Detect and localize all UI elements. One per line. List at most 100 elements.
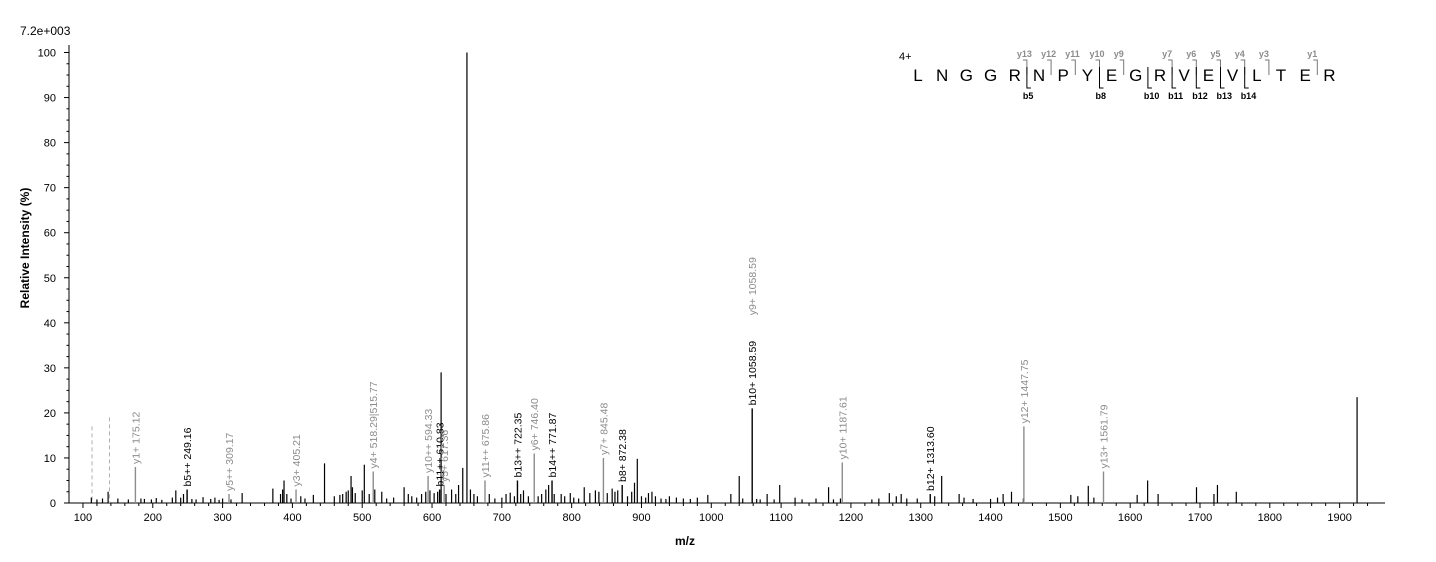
y-tick-label: 80: [44, 138, 56, 150]
fragment-ion-label: y12: [1041, 49, 1056, 59]
y-ion-bracket: [1240, 59, 1246, 75]
peak-label-y-ion: y1+ 175.12: [130, 412, 142, 464]
peak-label-y-ion: y4+ 518.29|515.77: [368, 381, 380, 468]
sequence-residue: V: [1179, 66, 1191, 85]
y-axis-title: Relative Intensity (%): [18, 188, 32, 309]
peak-label-y-ion: y13+ 1561.79: [1099, 404, 1111, 468]
charge-state-label: 4+: [899, 51, 912, 63]
peak-label-b-ion: b5++ 249.16: [182, 427, 194, 486]
fragment-ion-label: y10: [1090, 49, 1105, 59]
y-ion-bracket: [1313, 59, 1318, 75]
fragment-ion-label: y6: [1186, 49, 1196, 59]
x-tick-label: 1100: [769, 512, 793, 524]
peak-label-y-ion: y9+ 1058.59: [747, 257, 759, 315]
fragment-ion-label: b8: [1096, 91, 1107, 101]
x-tick-label: 1700: [1188, 512, 1212, 524]
x-tick-label: 1500: [1048, 512, 1072, 524]
x-tick-label: 300: [213, 512, 231, 524]
y-ion-bracket: [1022, 59, 1028, 75]
peak-label-b-ion: b8+ 872.38: [617, 429, 629, 482]
y-tick-label: 0: [50, 498, 56, 510]
sequence-residue: V: [1227, 66, 1239, 85]
sequence-residue: L: [1252, 66, 1261, 85]
max-intensity-label: 7.2e+003: [20, 24, 71, 38]
fragment-ion-label: b11: [1168, 91, 1183, 101]
y-ion-bracket: [1071, 59, 1076, 75]
x-tick-label: 600: [423, 512, 441, 524]
peak-label-y-ion: y5+ 617.36: [439, 430, 451, 482]
y-ion-bracket: [1192, 59, 1197, 75]
b-ion-bracket: [1220, 67, 1225, 89]
x-tick-label: 900: [632, 512, 650, 524]
b-ion-bracket: [1171, 67, 1177, 89]
peak-label-y-ion: y11++ 675.86: [480, 414, 492, 478]
sequence-residue: G: [1129, 66, 1142, 85]
x-tick-label: 1000: [699, 512, 723, 524]
y-tick-label: 50: [44, 273, 56, 285]
y-tick-label: 30: [44, 363, 56, 375]
y-tick-label: 60: [44, 228, 56, 240]
fragment-ion-label: y3: [1259, 49, 1269, 59]
sequence-residue: E: [1300, 66, 1311, 85]
x-axis-title: m/z: [675, 534, 695, 548]
sequence-residue: E: [1203, 66, 1214, 85]
y-tick-label: 90: [44, 93, 56, 105]
fragment-ion-label: y1: [1307, 49, 1317, 59]
x-tick-label: 1300: [908, 512, 932, 524]
peak-label-y-ion: y5++ 309.17: [224, 432, 236, 491]
peak-label-y-ion: y7+ 845.48: [598, 403, 610, 455]
sequence-residue: G: [960, 66, 973, 85]
peak-label-y-ion: y3+ 405.21: [291, 434, 303, 486]
sequence-residue: N: [936, 66, 948, 85]
y-tick-label: 100: [38, 48, 56, 60]
x-tick-label: 1800: [1258, 512, 1282, 524]
b-ion-bracket: [1099, 67, 1104, 89]
fragment-ion-label: y7: [1162, 49, 1172, 59]
y-ion-bracket: [1216, 59, 1221, 75]
peak-label-b-ion: b11++ 610.83: [435, 422, 447, 486]
x-tick-label: 800: [562, 512, 580, 524]
sequence-residue: P: [1058, 66, 1069, 85]
sequence-residue: T: [1276, 66, 1286, 85]
fragment-ion-label: y4: [1235, 49, 1245, 59]
peak-label-b-ion: b10+ 1058.59: [747, 341, 759, 406]
y-ion-bracket: [1119, 59, 1125, 75]
sequence-residue: R: [1323, 66, 1335, 85]
peak-label-y-ion: y12+ 1447.75: [1019, 359, 1031, 423]
fragment-ion-label: b14: [1241, 91, 1257, 101]
peak-label-y-ion: y10+ 1187.61: [837, 396, 849, 459]
fragment-ion-label: y5: [1211, 49, 1221, 59]
fragment-ion-label: b5: [1023, 91, 1034, 101]
peak-label-y-ion: y6+ 746.40: [529, 398, 541, 450]
peak-label-b-ion: b14++ 771.87: [547, 412, 559, 477]
y-ion-bracket: [1168, 59, 1173, 75]
b-ion-bracket: [1244, 67, 1249, 89]
x-tick-label: 100: [74, 512, 92, 524]
sequence-residue: R: [1154, 66, 1166, 85]
y-tick-label: 40: [44, 318, 56, 330]
sequence-residue: N: [1033, 66, 1045, 85]
fragment-ion-label: b12: [1192, 91, 1208, 101]
peak-label-b-ion: b12+ 1313.60: [925, 426, 937, 491]
x-tick-label: 200: [144, 512, 162, 524]
b-ion-bracket: [1026, 67, 1031, 89]
fragment-ion-label: y9: [1114, 49, 1124, 59]
sequence-residue: G: [984, 66, 997, 85]
y-tick-label: 70: [44, 183, 56, 195]
y-ion-bracket: [1047, 59, 1052, 75]
x-tick-label: 1900: [1327, 512, 1351, 524]
fragment-ion-label: b10: [1144, 91, 1160, 101]
y-ion-bracket: [1264, 59, 1270, 75]
fragment-ion-label: y13: [1017, 49, 1032, 59]
y-tick-label: 10: [44, 453, 56, 465]
x-tick-label: 400: [283, 512, 301, 524]
y-tick-label: 20: [44, 408, 56, 420]
x-tick-label: 500: [353, 512, 371, 524]
y-ion-bracket: [1095, 59, 1100, 75]
x-tick-label: 700: [493, 512, 511, 524]
b-ion-bracket: [1195, 67, 1201, 89]
sequence-residue: R: [1009, 66, 1021, 85]
sequence-residue: L: [913, 66, 922, 85]
